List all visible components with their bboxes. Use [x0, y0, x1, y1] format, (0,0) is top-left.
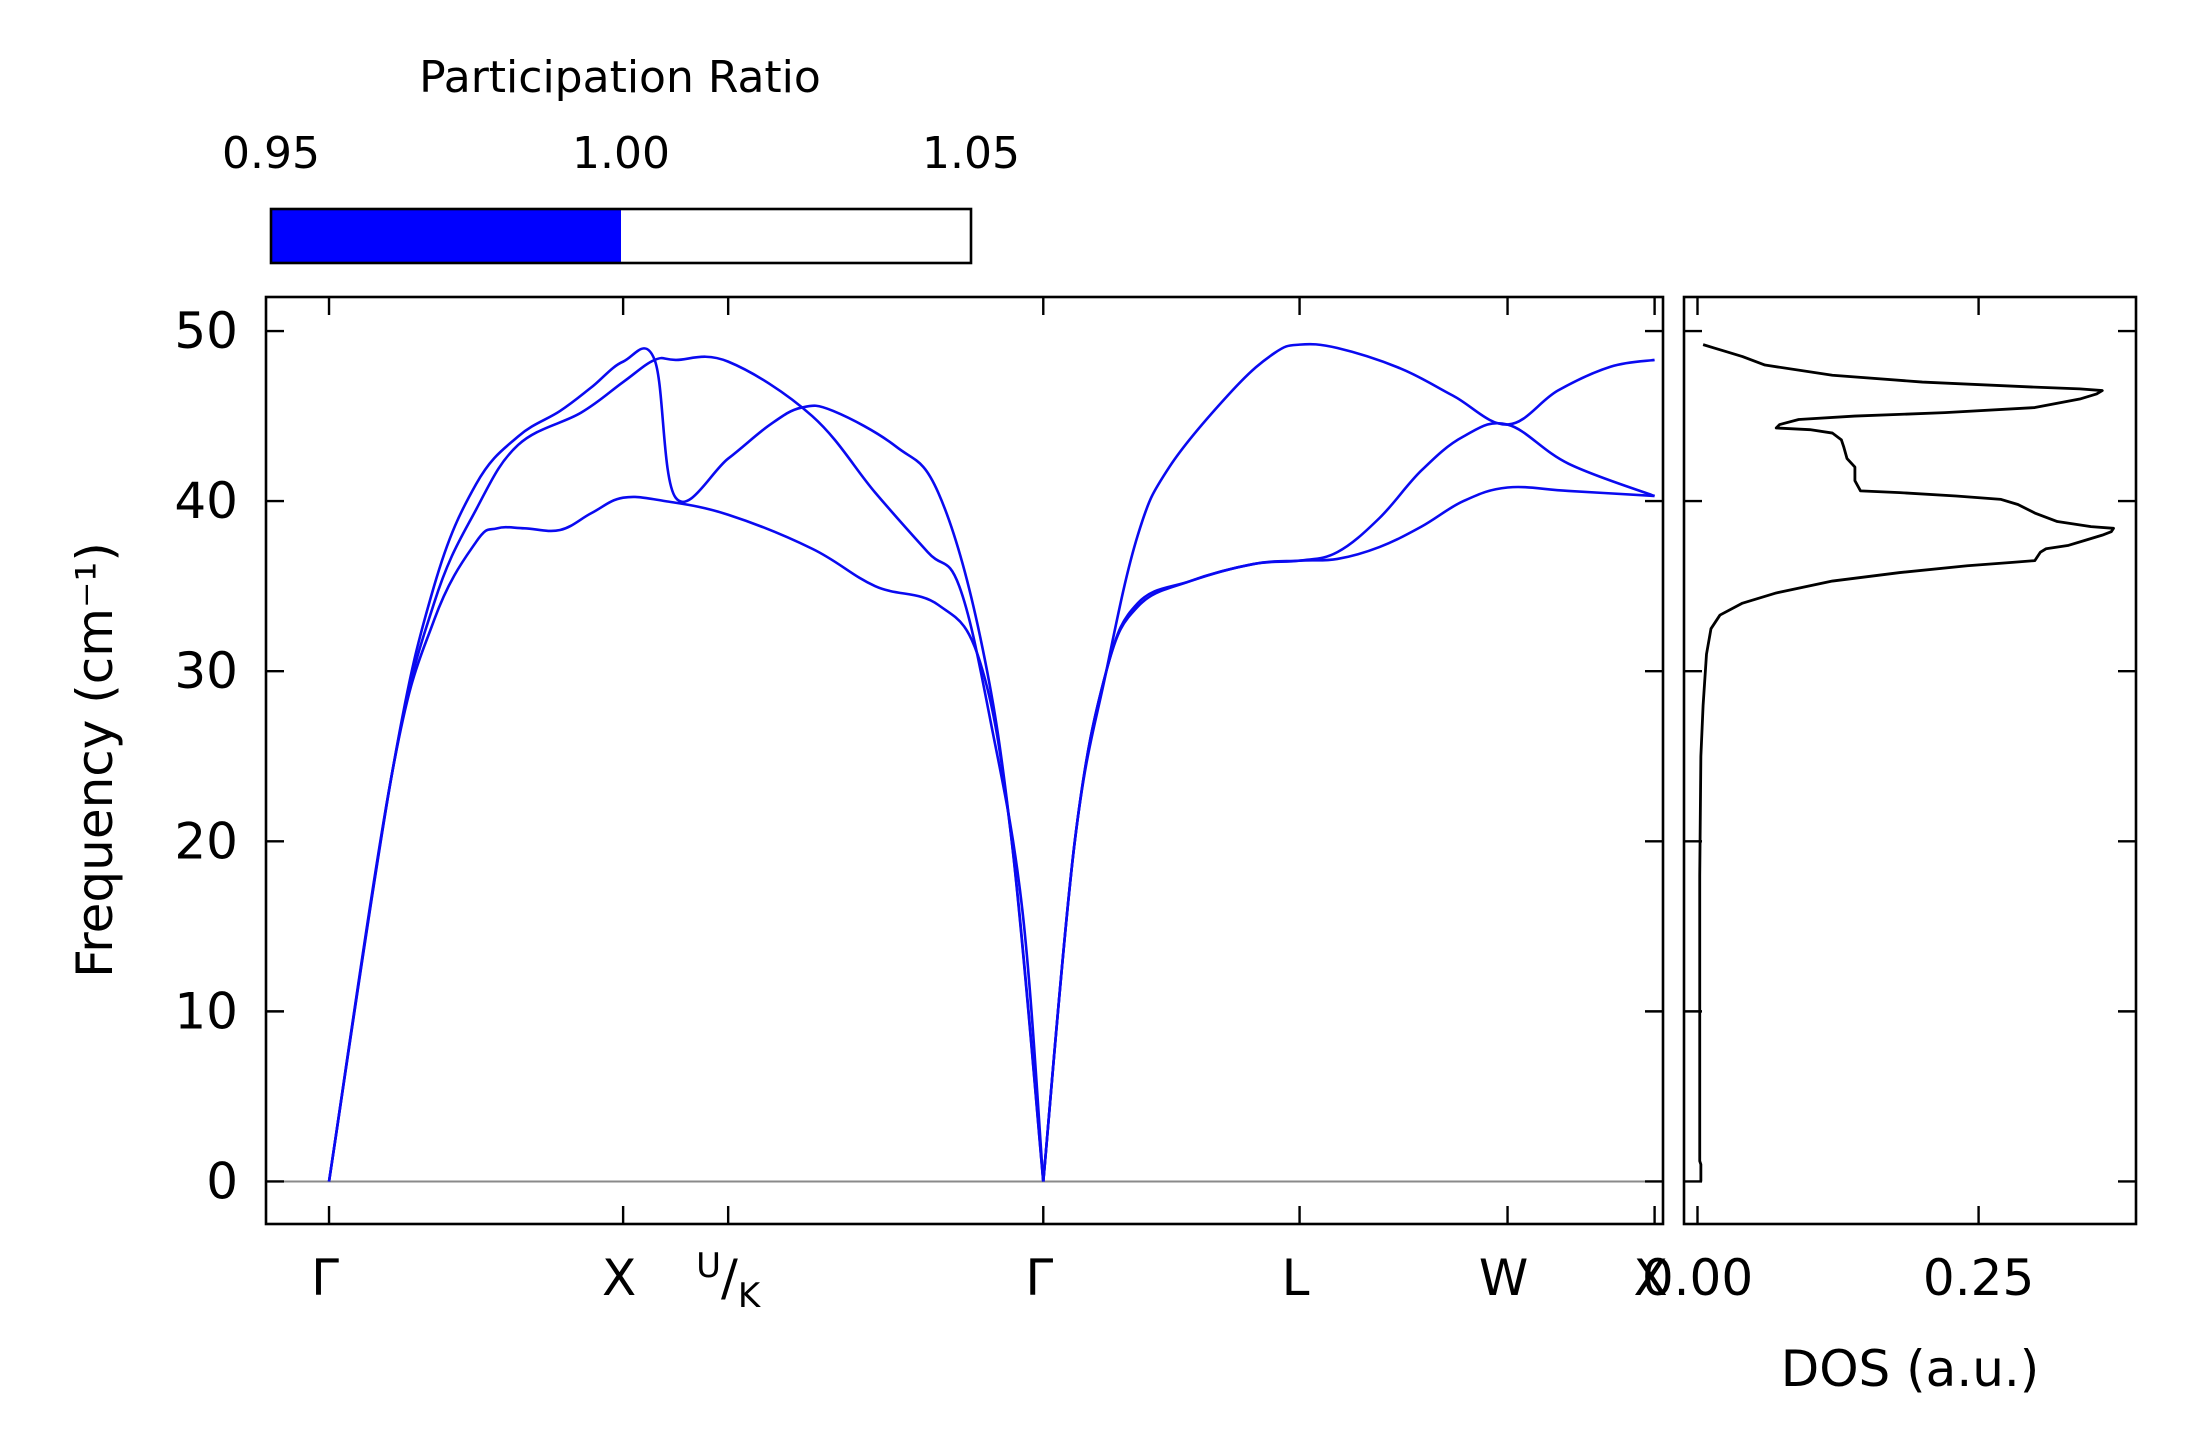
colorbar-tick-label: 0.95 — [222, 128, 320, 179]
y-tick-label: 0 — [206, 1152, 238, 1210]
colorbar: Participation Ratio 0.95 1.00 1.05 — [222, 52, 1020, 265]
y-axis-label: Frequency (cm⁻¹) — [66, 542, 124, 978]
y-tick-label: 10 — [174, 982, 238, 1040]
dos-x-tick-label: 0.00 — [1642, 1249, 1753, 1307]
x-tick-label-1: X — [602, 1249, 636, 1307]
dos-x-tick-label: 0.25 — [1923, 1249, 2034, 1307]
dos-axis-ticks: 0.00 0.25 — [1642, 297, 2136, 1307]
x-tick-label-2: U/K — [696, 1246, 762, 1316]
colorbar-title: Participation Ratio — [419, 52, 821, 103]
band-lines — [327, 342, 1656, 1182]
dos-x-label: DOS (a.u.) — [1781, 1340, 2040, 1398]
colorbar-tick-label: 1.05 — [922, 128, 1020, 179]
y-tick-label: 40 — [174, 472, 238, 530]
x-tick-label-5: W — [1479, 1249, 1528, 1307]
colorbar-tick-label: 1.00 — [572, 128, 670, 179]
colorbar-frame — [269, 207, 973, 265]
band-TA2 — [327, 355, 1045, 1182]
dos-curve — [1698, 343, 2115, 1182]
band-panel: 0 10 20 30 40 50 Γ X U/K Γ L W X Frequency (cm⁻¹) — [66, 295, 1668, 1316]
y-tick-label: 20 — [174, 812, 238, 870]
x-tick-label-4: L — [1282, 1249, 1310, 1307]
band-panel-frame — [264, 295, 1665, 1226]
band-TA1 — [327, 495, 1045, 1182]
x-tick-label-6: X — [1633, 1249, 1667, 1307]
band-LA — [327, 347, 1045, 1182]
band-axis-ticks: 0 10 20 30 40 50 Γ X U/K Γ L W X — [174, 297, 1668, 1316]
x-tick-label-3: Γ — [1025, 1249, 1053, 1307]
band-TA1 — [1041, 485, 1655, 1182]
band-LA — [1041, 342, 1655, 1182]
dos-panel: 0.00 0.25 DOS (a.u.) — [1642, 295, 2138, 1398]
y-tick-label: 30 — [174, 642, 238, 700]
band-TA2 — [1041, 421, 1656, 1182]
dos-panel-frame — [1682, 295, 2138, 1226]
colorbar-ticks: 0.95 1.00 1.05 — [222, 128, 1020, 179]
y-tick-label: 50 — [174, 302, 238, 360]
x-tick-label-0: Γ — [311, 1249, 339, 1307]
colorbar-fill — [271, 209, 621, 263]
